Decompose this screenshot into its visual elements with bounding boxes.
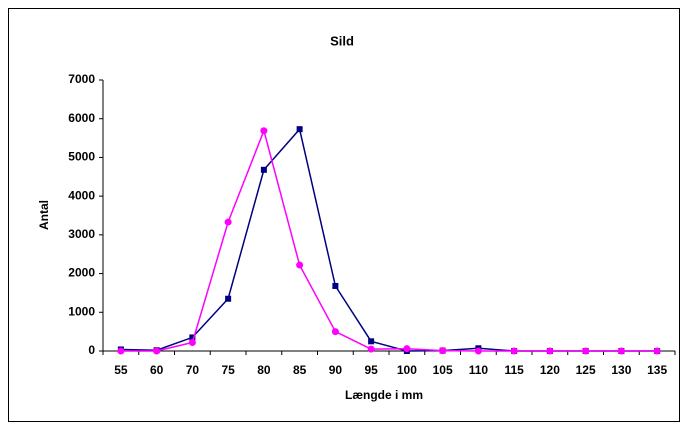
chart-title: Sild xyxy=(330,33,354,48)
marker xyxy=(188,338,196,346)
x-tick-label: 70 xyxy=(186,363,200,377)
y-tick-label: 7000 xyxy=(68,72,95,86)
marker xyxy=(296,261,304,269)
x-axis-label: Længde i mm xyxy=(345,388,423,402)
marker xyxy=(546,347,554,355)
marker xyxy=(474,347,482,355)
marker xyxy=(582,347,590,355)
marker xyxy=(331,328,339,336)
marker xyxy=(189,334,196,341)
x-tick-label: 130 xyxy=(611,363,631,377)
chart-border xyxy=(8,8,680,422)
marker xyxy=(296,126,303,133)
x-tick-label: 60 xyxy=(150,363,164,377)
x-tick-label: 125 xyxy=(576,363,596,377)
marker xyxy=(260,166,267,173)
x-tick-label: 110 xyxy=(469,363,489,377)
x-tick-label: 55 xyxy=(114,363,128,377)
marker xyxy=(368,338,375,345)
series-line xyxy=(120,128,658,352)
y-tick-label: 0 xyxy=(88,343,95,357)
marker xyxy=(510,347,518,355)
marker xyxy=(367,345,375,353)
x-tick-label: 80 xyxy=(257,363,271,377)
marker xyxy=(153,347,161,355)
y-tick-label: 1000 xyxy=(68,304,95,318)
y-tick-label: 6000 xyxy=(68,111,95,125)
x-tick-label: 85 xyxy=(293,363,307,377)
marker xyxy=(260,127,268,135)
x-tick-label: 75 xyxy=(221,363,235,377)
marker xyxy=(439,347,447,355)
y-tick-label: 3000 xyxy=(68,227,95,241)
x-tick-label: 90 xyxy=(329,363,343,377)
marker xyxy=(617,347,625,355)
marker xyxy=(117,347,125,355)
marker xyxy=(403,345,411,353)
x-tick-label: 95 xyxy=(364,363,378,377)
y-tick-label: 2000 xyxy=(68,266,95,280)
y-tick-label: 5000 xyxy=(68,150,95,164)
y-axis-label: Antal xyxy=(37,200,51,230)
x-tick-label: 105 xyxy=(433,363,453,377)
marker xyxy=(225,295,232,302)
marker xyxy=(332,282,339,289)
x-tick-label: 115 xyxy=(504,363,524,377)
x-tick-label: 120 xyxy=(540,363,560,377)
y-tick-label: 4000 xyxy=(68,188,95,202)
marker xyxy=(653,347,661,355)
x-tick-label: 135 xyxy=(647,363,667,377)
x-tick-label: 100 xyxy=(397,363,417,377)
marker xyxy=(224,218,232,226)
